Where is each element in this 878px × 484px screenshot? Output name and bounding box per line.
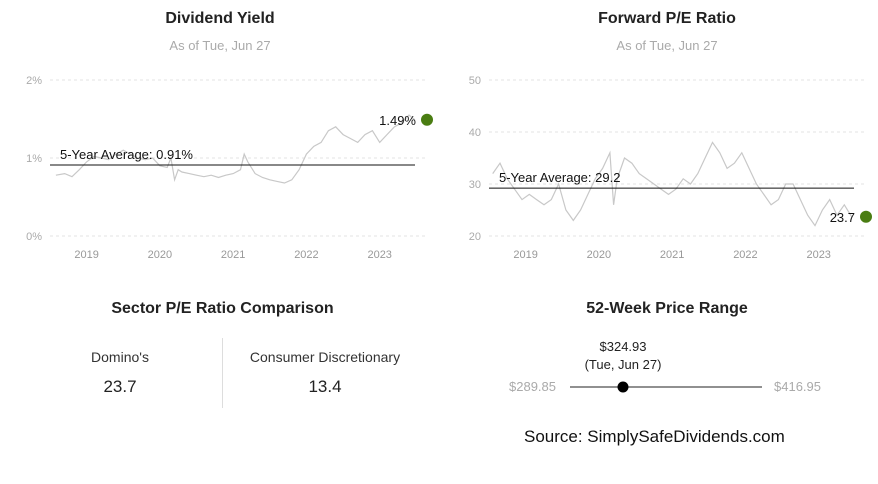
dividend-yield-current-point: [421, 113, 433, 126]
dividend-yield-average-label: 5-Year Average: 0.91%: [60, 147, 193, 162]
comparison-divider: [222, 338, 223, 408]
company-pe-value: 23.7: [103, 377, 137, 396]
forward-pe-subtitle: As of Tue, Jun 27: [616, 38, 718, 53]
sector-pe-value: 13.4: [308, 377, 342, 396]
dividend-yield-x-tick: 2019: [74, 249, 98, 261]
price-range-title: 52-Week Price Range: [586, 300, 748, 317]
dividend-yield-y-tick: 1%: [26, 153, 42, 165]
dividend-yield-x-tick: 2021: [221, 249, 245, 261]
sector-label: Consumer Discretionary: [249, 349, 401, 365]
forward-pe-current-point: [860, 210, 872, 223]
dividend-yield-subtitle: As of Tue, Jun 27: [169, 38, 271, 53]
dividend-yield-y-tick: 0%: [26, 231, 42, 243]
price-range-marker: [617, 381, 629, 393]
dividend-yield-current-label: 1.49%: [379, 113, 416, 128]
company-label: Domino's: [91, 349, 149, 365]
current-price: $324.93: [599, 339, 647, 354]
dividend-yield-x-tick: 2023: [367, 249, 391, 261]
forward-pe-y-tick: 50: [469, 75, 481, 87]
dividend-yield-y-tick: 2%: [26, 75, 42, 87]
dividend-yield-x-tick: 2020: [148, 249, 172, 261]
forward-pe-y-tick: 40: [469, 127, 481, 139]
forward-pe-y-tick: 30: [469, 179, 481, 191]
price-range-bar: [570, 381, 762, 393]
forward-pe-current-label: 23.7: [830, 210, 855, 225]
forward-pe-title: Forward P/E Ratio: [598, 10, 736, 27]
forward-pe-x-tick: 2021: [660, 249, 684, 261]
forward-pe-x-tick: 2019: [513, 249, 537, 261]
dividend-yield-title: Dividend Yield: [165, 10, 275, 27]
dividend-yield-chart: 0% 1% 2% 2019 2020 2021 2022 2023 5-Year Average…: [26, 75, 433, 261]
forward-pe-x-tick: 2023: [806, 249, 830, 261]
forward-pe-x-tick: 2020: [587, 249, 611, 261]
forward-pe-y-tick: 20: [469, 231, 481, 243]
forward-pe-series-line: [492, 141, 853, 227]
forward-pe-x-tick: 2022: [733, 249, 757, 261]
range-low: $289.85: [509, 379, 556, 394]
source-credit: Source: SimplySafeDividends.com: [524, 427, 785, 446]
current-price-date: (Tue, Jun 27): [584, 357, 662, 372]
sector-comparison-title: Sector P/E Ratio Comparison: [111, 300, 334, 317]
forward-pe-chart: 20 30 40 50 2019 2020 2021 2022 2023 5-Year Avera…: [469, 75, 872, 261]
range-high: $416.95: [774, 379, 821, 394]
forward-pe-average-label: 5-Year Average: 29.2: [499, 170, 620, 185]
dividend-yield-series-line: [55, 114, 416, 184]
dividend-yield-x-tick: 2022: [294, 249, 318, 261]
